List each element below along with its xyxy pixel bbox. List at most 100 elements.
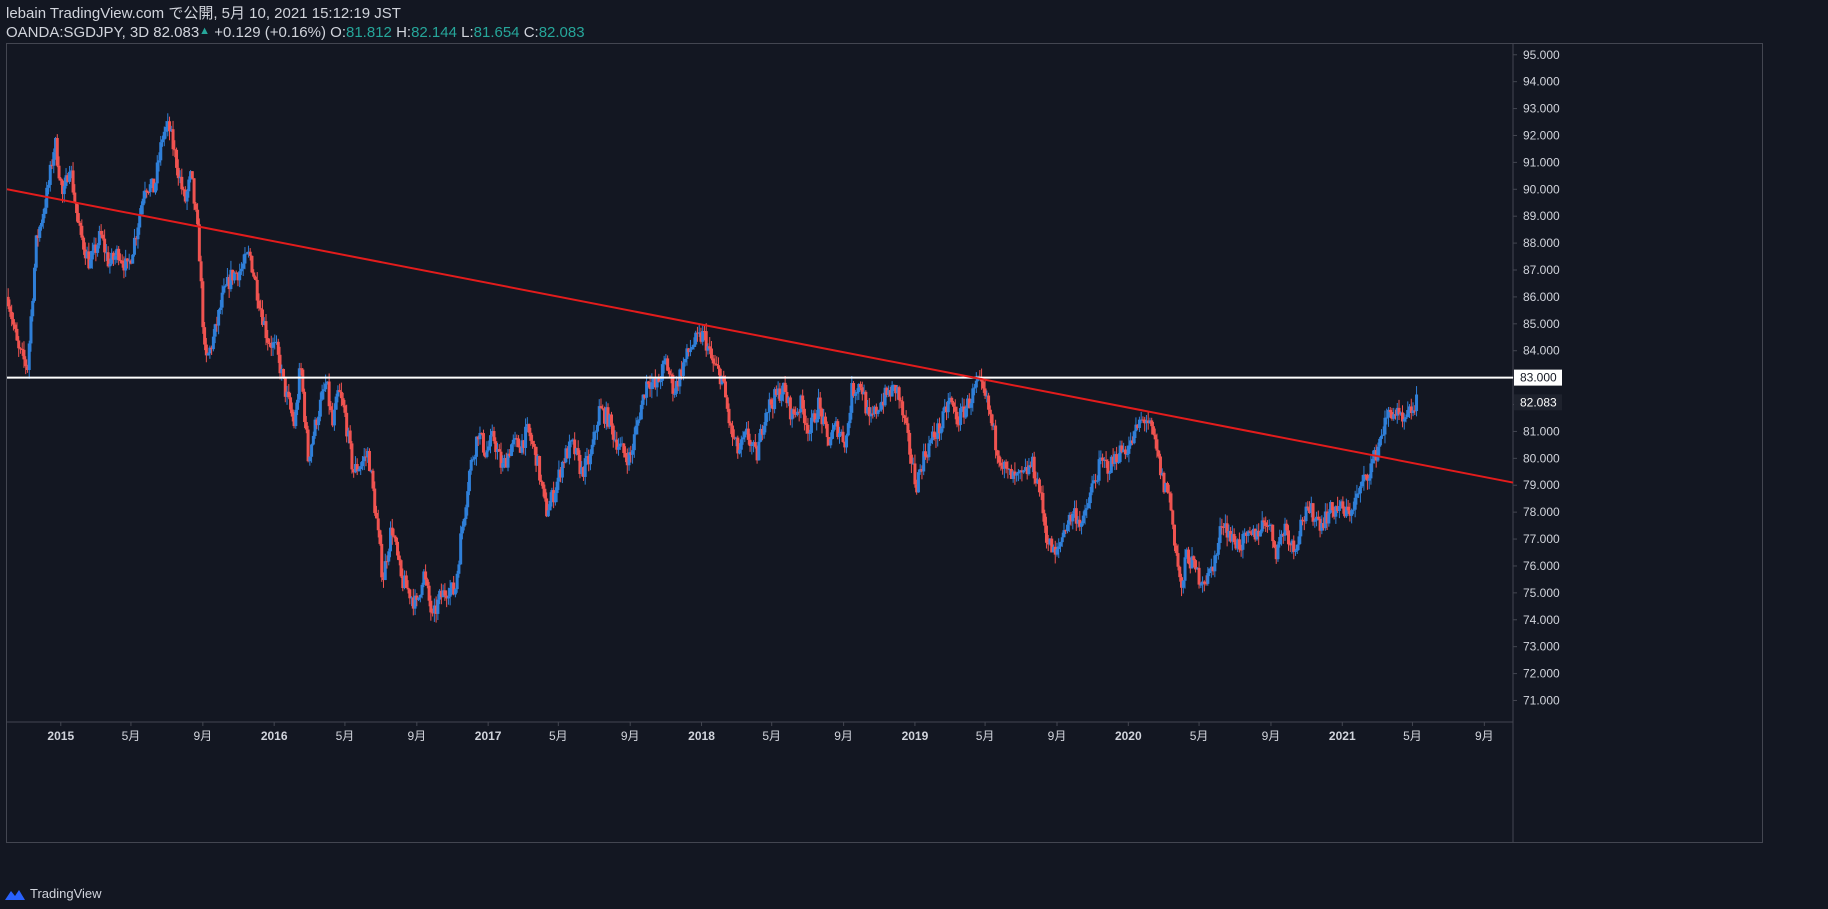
time-tick-label: 5月 — [976, 729, 995, 743]
candle-body — [1180, 577, 1184, 588]
candle-body — [773, 389, 777, 410]
candle-body — [869, 413, 873, 417]
candle-body — [1050, 538, 1054, 553]
candle-body — [78, 222, 82, 226]
candle-body — [567, 441, 571, 459]
candle-body — [1208, 568, 1212, 574]
candle-body — [988, 409, 992, 415]
candle-body — [771, 404, 775, 410]
candle-body — [545, 498, 549, 517]
candle-body — [908, 432, 912, 455]
candle-body — [1243, 532, 1247, 534]
candle-body — [1276, 544, 1280, 560]
candle-body — [57, 165, 61, 179]
candle-body — [925, 456, 929, 458]
candle-body — [734, 437, 738, 439]
time-tick-label: 2018 — [688, 729, 715, 743]
candle-body — [496, 449, 500, 453]
candle-body — [716, 365, 720, 369]
candle-body — [1001, 465, 1005, 469]
chart-pane[interactable]: 95.000 94.000 93.000 92.000 91.000 90.000 89.0… — [6, 43, 1763, 843]
candle-body — [859, 383, 863, 388]
candle-body — [566, 448, 570, 459]
candle-body — [1073, 508, 1077, 514]
candle-body — [702, 331, 706, 333]
candle-body — [1013, 471, 1017, 476]
price-tick-label: 78.000 — [1523, 505, 1560, 519]
candle-body — [648, 383, 652, 389]
candle-body — [1181, 580, 1185, 588]
candle-body — [341, 398, 345, 406]
candle-body — [239, 268, 243, 272]
candle-body — [175, 149, 179, 168]
candle-body — [624, 452, 628, 458]
candle-body — [132, 237, 136, 255]
candle-body — [1376, 446, 1380, 461]
candle-body — [1250, 532, 1254, 535]
candle-body — [922, 451, 926, 472]
candle-body — [310, 444, 314, 457]
candle-body — [1334, 506, 1338, 517]
candle-body — [1287, 530, 1291, 545]
candle-body — [41, 213, 45, 223]
price-tick-label: 94.000 — [1523, 75, 1560, 89]
candle-body — [1158, 456, 1162, 476]
candle-body — [1171, 510, 1175, 525]
candle-body — [930, 431, 934, 440]
candle-body — [510, 444, 514, 456]
candle-body — [255, 279, 259, 301]
candle-body — [704, 331, 708, 351]
candle-body — [518, 447, 522, 453]
candle-body — [211, 336, 215, 350]
candle-body — [269, 344, 273, 348]
last-price: 82.083 — [153, 24, 200, 41]
candle-body — [136, 227, 140, 240]
candle-body — [816, 397, 820, 420]
candle-body — [645, 381, 649, 398]
candle-body — [848, 412, 852, 424]
candle-body — [1369, 463, 1373, 479]
candle-body — [10, 311, 14, 320]
candle-body — [448, 588, 452, 597]
candle-body — [1295, 544, 1299, 551]
candle-body — [783, 382, 787, 392]
last-price-label: 82.083 — [1520, 395, 1557, 409]
candle-body — [1141, 419, 1145, 421]
time-tick-label: 2021 — [1329, 729, 1356, 743]
candle-body — [250, 255, 254, 273]
candle-body — [732, 437, 736, 439]
candle-body — [99, 231, 103, 235]
candle-body — [445, 595, 449, 599]
candle-body — [1197, 567, 1201, 585]
candle-body — [595, 424, 599, 432]
candle-body — [371, 470, 375, 489]
candle-body — [1080, 523, 1084, 527]
candle-body — [780, 394, 784, 401]
candle-body — [622, 443, 626, 453]
candle-body — [304, 422, 308, 430]
candle-body — [387, 551, 391, 562]
candle-body — [164, 126, 168, 132]
candle-body — [1083, 509, 1087, 516]
candle-body — [1109, 456, 1113, 473]
candle-body — [483, 452, 487, 457]
candle-body — [1258, 531, 1262, 537]
candle-body — [795, 411, 799, 415]
candle-body — [317, 416, 321, 426]
candle-body — [766, 412, 770, 414]
candle-body — [143, 190, 147, 199]
candle-body — [383, 561, 387, 581]
candle-body — [1092, 480, 1096, 484]
candle-body — [453, 589, 457, 595]
candle-body — [899, 400, 903, 402]
candle-body — [674, 381, 678, 394]
candle-body — [1067, 514, 1071, 525]
candle-body — [906, 423, 910, 433]
candle-body — [1053, 546, 1057, 555]
candle-body — [315, 419, 319, 426]
candle-body — [55, 137, 59, 166]
candle-body — [18, 348, 22, 350]
candle-body — [204, 344, 208, 356]
candle-body — [410, 597, 414, 599]
price-chart[interactable]: 95.000 94.000 93.000 92.000 91.000 90.000 89.0… — [7, 44, 1762, 842]
